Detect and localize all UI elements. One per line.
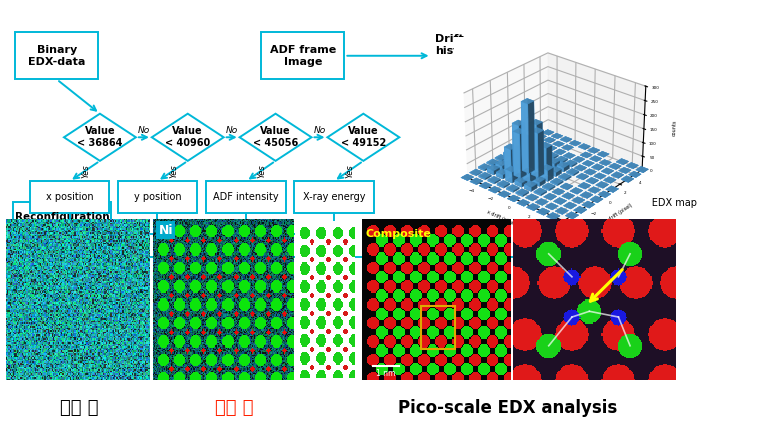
Text: Value
< 49152: Value < 49152 — [341, 127, 386, 148]
Text: Yes: Yes — [82, 164, 91, 178]
Text: Ni: Ni — [158, 224, 173, 237]
X-axis label: x drift (pixel): x drift (pixel) — [486, 210, 516, 227]
Text: Yes: Yes — [170, 164, 179, 178]
Text: 보정 후: 보정 후 — [216, 399, 254, 417]
Text: y position: y position — [134, 192, 181, 202]
Text: Value
< 45056: Value < 45056 — [253, 127, 298, 148]
Text: Yes: Yes — [345, 164, 354, 178]
Text: Value
< 40960: Value < 40960 — [165, 127, 210, 148]
Text: Reconfiguration
EDX-data: Reconfiguration EDX-data — [15, 212, 110, 234]
Text: ADF frame
Image: ADF frame Image — [269, 45, 336, 66]
Text: x position: x position — [46, 192, 93, 202]
Text: Pico-scale EDX analysis: Pico-scale EDX analysis — [397, 399, 617, 417]
Bar — [421, 305, 454, 349]
FancyBboxPatch shape — [118, 181, 197, 213]
Text: Binary
EDX-data: Binary EDX-data — [28, 45, 86, 66]
Text: No: No — [226, 127, 238, 135]
Text: 보정 전: 보정 전 — [61, 399, 98, 417]
Text: No: No — [313, 127, 326, 135]
Text: (-2, -1): (-2, -1) — [537, 49, 568, 58]
Polygon shape — [327, 114, 400, 161]
Text: X-ray energy: X-ray energy — [303, 192, 365, 202]
Text: No: No — [138, 127, 150, 135]
FancyBboxPatch shape — [13, 202, 111, 245]
FancyBboxPatch shape — [294, 181, 374, 213]
Text: Yes: Yes — [257, 164, 266, 178]
FancyBboxPatch shape — [30, 181, 109, 213]
Text: Corresponding to
~ 27 pm in drift: Corresponding to ~ 27 pm in drift — [545, 69, 618, 88]
Text: Composite: Composite — [366, 229, 431, 239]
FancyBboxPatch shape — [261, 32, 344, 79]
Text: Value
< 36864: Value < 36864 — [77, 127, 123, 148]
Polygon shape — [64, 114, 136, 161]
Polygon shape — [151, 114, 224, 161]
FancyBboxPatch shape — [206, 181, 286, 213]
Y-axis label: y drift (pixel): y drift (pixel) — [605, 202, 634, 224]
Text: ADF intensity: ADF intensity — [213, 192, 279, 202]
FancyBboxPatch shape — [15, 32, 98, 79]
Text: 1 nm: 1 nm — [376, 369, 395, 378]
Text: Drift
histogram: Drift histogram — [435, 34, 499, 56]
Polygon shape — [239, 114, 312, 161]
Text: DFT Model on EDX map: DFT Model on EDX map — [582, 198, 697, 208]
